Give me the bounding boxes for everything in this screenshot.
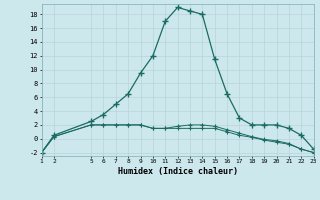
X-axis label: Humidex (Indice chaleur): Humidex (Indice chaleur) (118, 167, 237, 176)
